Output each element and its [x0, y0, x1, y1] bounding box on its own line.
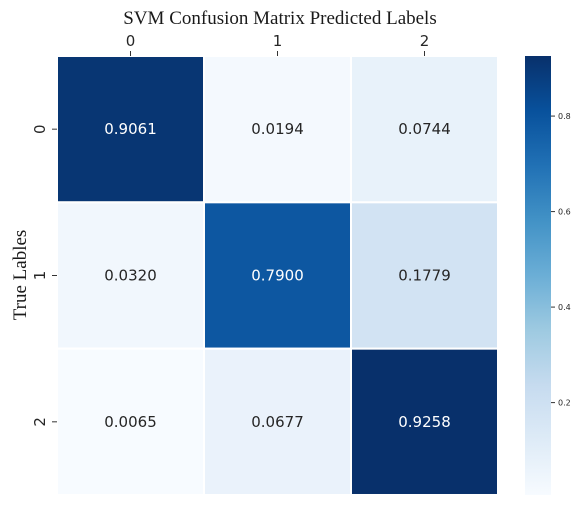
cell-label-1-2: 0.1779 [398, 266, 451, 284]
x-axis-ticks: 0 1 2 [126, 32, 430, 56]
colorbar [525, 56, 551, 495]
cell-label-1-1: 0.7900 [251, 266, 304, 284]
y-axis-ticks: 0 1 2 [31, 124, 57, 427]
y-tick-label-0: 0 [31, 124, 49, 134]
colorbar-tick-label-2: 0.6 [558, 208, 571, 217]
x-tick-label-0: 0 [126, 32, 136, 50]
cell-labels: 0.9061 0.0194 0.0744 0.0320 0.7900 0.1779 0.00… [104, 120, 451, 431]
heatmap-cell-2-2 [350, 347, 499, 496]
cell-label-0-0: 0.9061 [104, 120, 157, 138]
colorbar-tick-label-3: 0.8 [558, 112, 571, 121]
heatmap-cell-1-1 [203, 201, 352, 350]
heatmap-cell-0-0 [56, 55, 205, 204]
cell-label-1-0: 0.0320 [104, 266, 157, 284]
cell-label-0-2: 0.0744 [398, 120, 451, 138]
cell-label-2-2: 0.9258 [398, 413, 451, 431]
y-axis-label: True Lables [10, 230, 31, 321]
chart-title: SVM Confusion Matrix Predicted Labels [123, 8, 436, 29]
x-tick-label-2: 2 [420, 32, 430, 50]
colorbar-ticks: 0.2 0.4 0.6 0.8 [551, 112, 571, 408]
cell-label-2-1: 0.0677 [251, 413, 304, 431]
cell-label-0-1: 0.0194 [251, 120, 304, 138]
heatmap-cell-1-2 [350, 201, 499, 350]
x-tick-label-1: 1 [273, 32, 283, 50]
heatmap-cells [56, 55, 499, 496]
y-tick-label-2: 2 [31, 417, 49, 427]
colorbar-tick-label-1: 0.4 [558, 303, 571, 312]
heatmap-cell-2-0 [56, 347, 205, 496]
y-tick-label-1: 1 [31, 271, 49, 281]
heatmap-cell-2-1 [203, 347, 352, 496]
colorbar-tick-label-0: 0.2 [558, 399, 571, 408]
heatmap-cell-0-1 [203, 55, 352, 204]
cell-label-2-0: 0.0065 [104, 413, 157, 431]
heatmap-cell-1-0 [56, 201, 205, 350]
